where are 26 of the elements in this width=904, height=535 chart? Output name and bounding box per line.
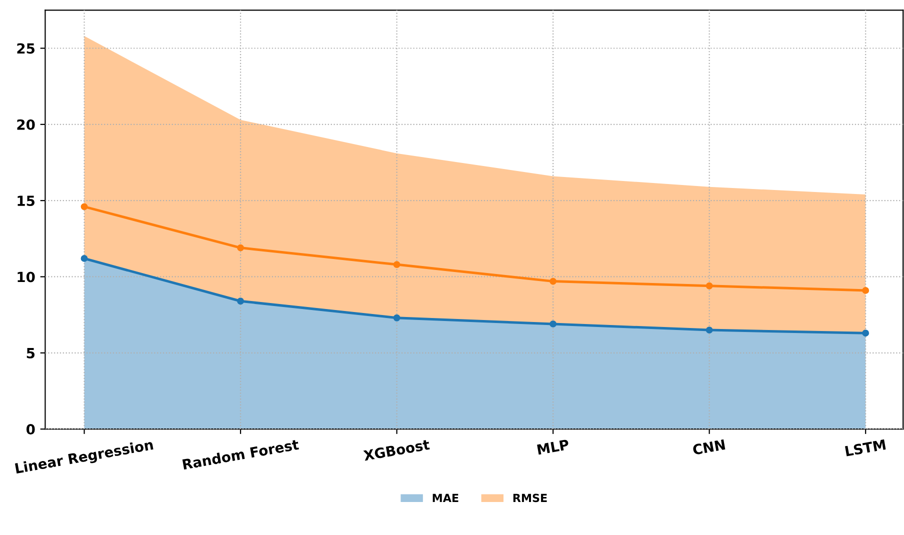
y-tick-label: 0 — [26, 424, 35, 435]
point — [80, 203, 88, 210]
y-tick-label: 5 — [26, 348, 35, 358]
y-tick-label: 25 — [17, 43, 35, 54]
y-tick-label: 15 — [18, 196, 35, 206]
x-tick-label: Random Forest — [182, 438, 300, 470]
point — [862, 330, 870, 337]
point — [550, 320, 557, 328]
point — [706, 326, 713, 334]
x-tick-label: MLP — [537, 439, 570, 455]
x-tick-label: LSTM — [844, 439, 886, 456]
point — [237, 244, 244, 252]
y-tick-label: 10 — [18, 272, 35, 282]
x-tick-label: CNN — [692, 439, 726, 456]
point — [550, 278, 557, 285]
legend-label: RMSE — [513, 494, 547, 502]
point — [706, 282, 713, 290]
point — [393, 261, 400, 268]
point — [80, 254, 88, 262]
legend-label: MAE — [432, 494, 458, 502]
point — [862, 286, 870, 294]
x-tick-label: XGBoost — [363, 439, 430, 461]
x-tick-label: Linear Regression — [14, 438, 154, 476]
point — [393, 314, 400, 322]
y-tick-label: 20 — [17, 119, 35, 130]
point — [237, 298, 244, 305]
